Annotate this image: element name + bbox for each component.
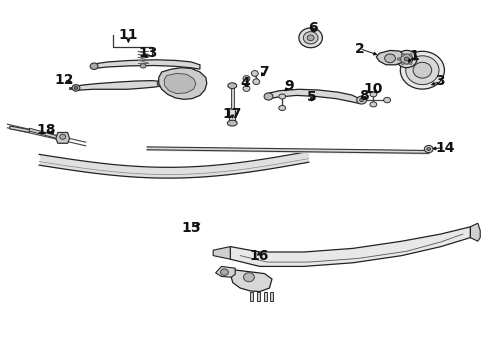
Ellipse shape (303, 32, 318, 44)
Ellipse shape (228, 83, 237, 89)
Ellipse shape (243, 76, 250, 81)
Ellipse shape (243, 86, 250, 91)
Ellipse shape (60, 134, 66, 139)
Ellipse shape (397, 58, 400, 60)
Ellipse shape (72, 85, 80, 91)
Polygon shape (229, 108, 235, 122)
Polygon shape (470, 223, 480, 241)
Polygon shape (74, 81, 163, 91)
Polygon shape (376, 50, 405, 65)
Polygon shape (231, 270, 272, 292)
Ellipse shape (384, 97, 391, 103)
Ellipse shape (360, 98, 364, 102)
Ellipse shape (396, 50, 417, 68)
Ellipse shape (370, 92, 377, 97)
Ellipse shape (357, 96, 367, 104)
Polygon shape (264, 292, 267, 301)
Polygon shape (230, 227, 470, 266)
Polygon shape (213, 247, 230, 259)
Text: 9: 9 (284, 80, 294, 93)
Ellipse shape (253, 79, 260, 85)
Ellipse shape (299, 28, 322, 48)
Text: 13: 13 (138, 46, 158, 60)
Ellipse shape (413, 62, 432, 78)
Text: 8: 8 (359, 90, 368, 103)
Ellipse shape (401, 54, 404, 56)
Polygon shape (216, 266, 235, 277)
Ellipse shape (220, 269, 228, 275)
Text: 1: 1 (409, 49, 419, 63)
Text: 7: 7 (259, 65, 269, 79)
Ellipse shape (400, 51, 444, 89)
Polygon shape (267, 89, 360, 104)
Ellipse shape (409, 62, 412, 64)
Text: 6: 6 (308, 21, 318, 35)
Text: 5: 5 (307, 90, 317, 104)
Ellipse shape (385, 54, 395, 63)
Ellipse shape (279, 94, 286, 99)
Text: 10: 10 (364, 82, 383, 96)
Polygon shape (270, 292, 273, 301)
Ellipse shape (370, 102, 377, 107)
Text: 14: 14 (435, 141, 455, 154)
Ellipse shape (227, 120, 237, 126)
Text: 11: 11 (119, 28, 138, 42)
Ellipse shape (401, 62, 404, 64)
Text: 15: 15 (181, 221, 201, 234)
Ellipse shape (406, 56, 439, 85)
Text: 17: 17 (222, 108, 242, 121)
Ellipse shape (264, 93, 273, 100)
Polygon shape (164, 73, 196, 94)
Text: 16: 16 (249, 249, 269, 263)
Polygon shape (10, 126, 29, 132)
Ellipse shape (404, 57, 409, 61)
Ellipse shape (90, 63, 98, 69)
Ellipse shape (427, 148, 431, 150)
Polygon shape (250, 292, 253, 301)
Polygon shape (257, 292, 260, 301)
Polygon shape (159, 68, 207, 99)
Ellipse shape (409, 54, 412, 56)
Ellipse shape (279, 105, 286, 111)
Text: 4: 4 (240, 76, 250, 90)
Ellipse shape (401, 54, 413, 64)
Polygon shape (231, 86, 234, 109)
Ellipse shape (140, 64, 146, 68)
Ellipse shape (307, 35, 314, 41)
Text: 12: 12 (54, 73, 74, 87)
Polygon shape (29, 128, 64, 140)
Ellipse shape (74, 86, 78, 89)
Ellipse shape (157, 80, 166, 87)
Text: 3: 3 (435, 74, 445, 88)
Ellipse shape (424, 145, 433, 153)
Ellipse shape (413, 58, 416, 60)
Text: 18: 18 (36, 123, 56, 136)
Polygon shape (56, 132, 70, 143)
Ellipse shape (244, 273, 254, 282)
Polygon shape (93, 60, 200, 69)
Ellipse shape (251, 71, 258, 76)
Text: 2: 2 (355, 42, 365, 55)
